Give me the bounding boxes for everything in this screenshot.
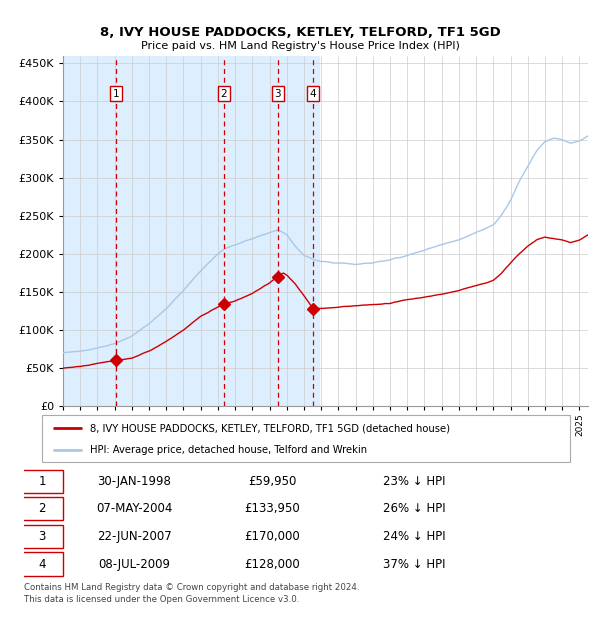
Text: 2: 2 (38, 502, 46, 515)
FancyBboxPatch shape (21, 552, 62, 575)
Text: 4: 4 (310, 89, 316, 99)
Text: 26% ↓ HPI: 26% ↓ HPI (383, 502, 445, 515)
Text: 08-JUL-2009: 08-JUL-2009 (98, 557, 170, 570)
FancyBboxPatch shape (21, 470, 62, 493)
Text: 1: 1 (38, 475, 46, 488)
FancyBboxPatch shape (21, 525, 62, 548)
Text: HPI: Average price, detached house, Telford and Wrekin: HPI: Average price, detached house, Telf… (89, 445, 367, 455)
Text: 4: 4 (38, 557, 46, 570)
Bar (63, 56, 319, 406)
Text: 3: 3 (38, 530, 46, 543)
Text: 24% ↓ HPI: 24% ↓ HPI (383, 530, 445, 543)
Text: This data is licensed under the Open Government Licence v3.0.: This data is licensed under the Open Gov… (24, 595, 299, 604)
Text: 22-JUN-2007: 22-JUN-2007 (97, 530, 172, 543)
Text: 37% ↓ HPI: 37% ↓ HPI (383, 557, 445, 570)
Text: 1: 1 (113, 89, 119, 99)
Text: £170,000: £170,000 (245, 530, 300, 543)
FancyBboxPatch shape (42, 415, 570, 462)
Text: 23% ↓ HPI: 23% ↓ HPI (383, 475, 445, 488)
Text: £128,000: £128,000 (245, 557, 300, 570)
Text: 07-MAY-2004: 07-MAY-2004 (96, 502, 173, 515)
Text: 3: 3 (274, 89, 281, 99)
Text: 8, IVY HOUSE PADDOCKS, KETLEY, TELFORD, TF1 5GD: 8, IVY HOUSE PADDOCKS, KETLEY, TELFORD, … (100, 26, 500, 39)
Text: 2: 2 (221, 89, 227, 99)
Text: Contains HM Land Registry data © Crown copyright and database right 2024.: Contains HM Land Registry data © Crown c… (24, 583, 359, 592)
Text: 8, IVY HOUSE PADDOCKS, KETLEY, TELFORD, TF1 5GD (detached house): 8, IVY HOUSE PADDOCKS, KETLEY, TELFORD, … (89, 423, 449, 433)
FancyBboxPatch shape (21, 497, 62, 520)
Text: 30-JAN-1998: 30-JAN-1998 (97, 475, 172, 488)
Text: Price paid vs. HM Land Registry's House Price Index (HPI): Price paid vs. HM Land Registry's House … (140, 41, 460, 51)
Text: £59,950: £59,950 (248, 475, 296, 488)
Text: £133,950: £133,950 (245, 502, 300, 515)
